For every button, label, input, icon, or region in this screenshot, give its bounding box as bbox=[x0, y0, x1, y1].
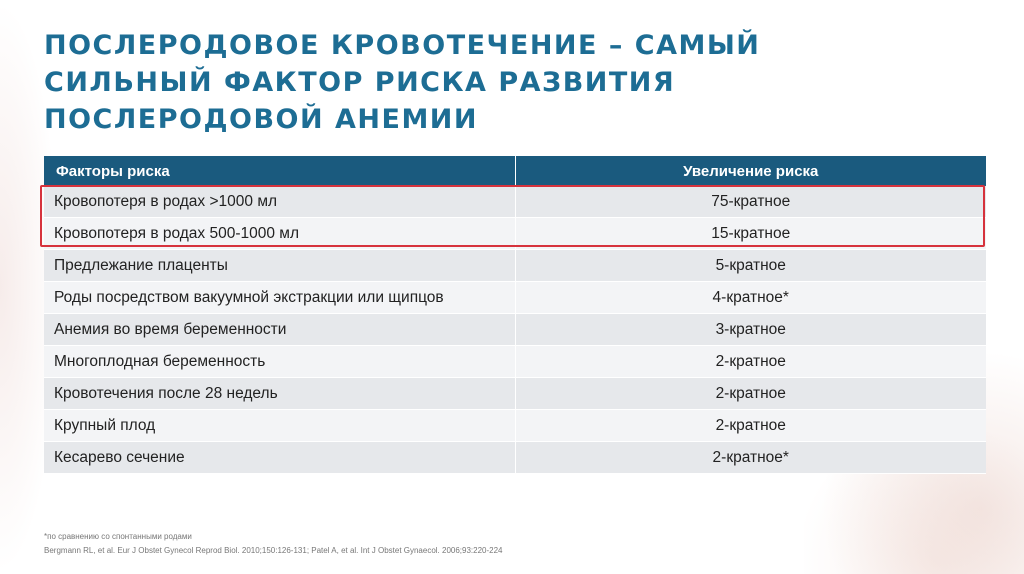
factor-cell: Кровопотеря в родах >1000 мл bbox=[44, 186, 516, 218]
factor-cell: Роды посредством вакуумной экстракции ил… bbox=[44, 281, 516, 314]
risk-factors-table: Факторы риска Увеличение риска Кровопоте… bbox=[44, 156, 986, 474]
factor-cell: Анемия во время беременности bbox=[44, 313, 516, 346]
table-row: Кровопотеря в родах 500-1000 мл 15-кратн… bbox=[44, 217, 986, 250]
risk-cell: 15-кратное bbox=[515, 217, 986, 250]
risk-cell: 2-кратное bbox=[515, 345, 986, 378]
column-header-factors: Факторы риска bbox=[44, 156, 516, 186]
slide-title-line-1: ПОСЛЕРОДОВОЕ КРОВОТЕЧЕНИЕ – САМЫЙ bbox=[44, 30, 761, 61]
risk-cell: 2-кратное bbox=[515, 377, 986, 410]
factor-cell: Кровопотеря в родах 500-1000 мл bbox=[44, 217, 516, 250]
risk-table-container: Факторы риска Увеличение риска Кровопоте… bbox=[44, 156, 986, 474]
slide-title: ПОСЛЕРОДОВОЕ КРОВОТЕЧЕНИЕ – САМЫЙ СИЛЬНЫ… bbox=[44, 27, 944, 138]
table-row: Многоплодная беременность 2-кратное bbox=[44, 345, 986, 378]
table-row: Предлежание плаценты 5-кратное bbox=[44, 249, 986, 282]
slide-title-line-2: СИЛЬНЫЙ ФАКТОР РИСКА РАЗВИТИЯ bbox=[44, 67, 676, 98]
footnote-references: Bergmann RL, et al. Eur J Obstet Gynecol… bbox=[44, 546, 503, 555]
table-body: Кровопотеря в родах >1000 мл 75-кратное … bbox=[44, 186, 986, 474]
footnote: *по сравнению со спонтанными родами Berg… bbox=[44, 530, 503, 558]
factor-cell: Крупный плод bbox=[44, 409, 516, 442]
table-row: Кровотечения после 28 недель 2-кратное bbox=[44, 377, 986, 410]
table-row: Крупный плод 2-кратное bbox=[44, 409, 986, 442]
footnote-note: *по сравнению со спонтанными родами bbox=[44, 532, 192, 541]
table-row: Кровопотеря в родах >1000 мл 75-кратное bbox=[44, 186, 986, 218]
table-row: Роды посредством вакуумной экстракции ил… bbox=[44, 281, 986, 314]
factor-cell: Кесарево сечение bbox=[44, 441, 516, 474]
risk-cell: 2-кратное* bbox=[515, 441, 986, 474]
risk-cell: 5-кратное bbox=[515, 249, 986, 282]
table-header: Факторы риска Увеличение риска bbox=[44, 156, 986, 186]
table-row: Анемия во время беременности 3-кратное bbox=[44, 313, 986, 346]
risk-cell: 2-кратное bbox=[515, 409, 986, 442]
factor-cell: Многоплодная беременность bbox=[44, 345, 516, 378]
slide-title-line-3: ПОСЛЕРОДОВОЙ АНЕМИИ bbox=[44, 104, 479, 135]
factor-cell: Кровотечения после 28 недель bbox=[44, 377, 516, 410]
column-header-risk-increase: Увеличение риска bbox=[515, 156, 986, 186]
risk-cell: 3-кратное bbox=[515, 313, 986, 346]
table-header-row: Факторы риска Увеличение риска bbox=[44, 156, 986, 186]
risk-cell: 4-кратное* bbox=[515, 281, 986, 314]
table-row: Кесарево сечение 2-кратное* bbox=[44, 441, 986, 474]
risk-cell: 75-кратное bbox=[515, 186, 986, 218]
factor-cell: Предлежание плаценты bbox=[44, 249, 516, 282]
